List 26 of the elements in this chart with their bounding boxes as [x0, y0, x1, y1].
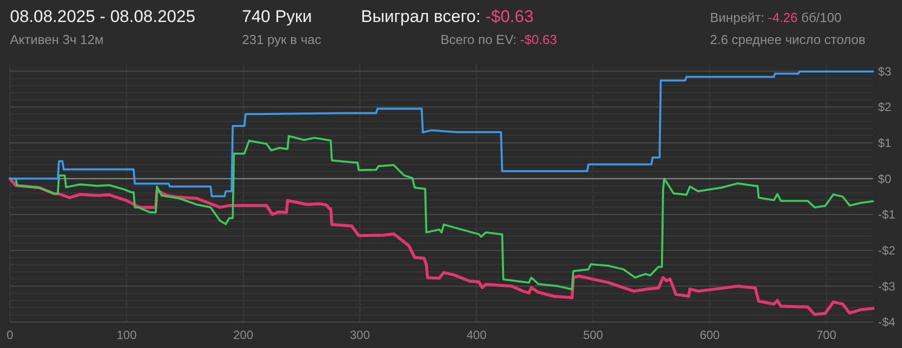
x-tick-label: 300: [350, 328, 370, 342]
x-tick-label: 700: [816, 328, 837, 342]
y-tick-label: -$4: [878, 315, 896, 330]
x-tick-label: 0: [6, 328, 14, 342]
x-tick-label: 200: [233, 328, 254, 342]
x-tick-label: 500: [583, 328, 604, 342]
line-series: [9, 70, 874, 198]
x-tick-label: 600: [700, 328, 720, 342]
line-series: [8, 177, 874, 316]
text: Выиграл всего: -$0.63: [361, 7, 534, 26]
y-tick-label: $0: [878, 172, 892, 186]
chart-title: 08.08.2025 - 08.08.2025: [10, 7, 196, 26]
text: Винрейт: -4.26 бб/100: [710, 10, 842, 25]
text: 740 Руки: [242, 7, 312, 26]
x-tick-label: 400: [466, 328, 487, 342]
y-tick-label: $3: [878, 64, 892, 78]
y-tick-label: -$1: [878, 208, 896, 222]
y-tick-label: -$3: [878, 279, 896, 294]
x-tick-label: 100: [116, 328, 137, 342]
text: Активен 3ч 12м: [10, 32, 104, 47]
text: 231 рук в час: [242, 32, 322, 47]
y-tick-label: $1: [878, 136, 892, 150]
text: 2.6 среднее число столов: [710, 32, 866, 47]
text: Всего по EV: -$0.63: [440, 32, 557, 47]
y-tick-label: $2: [878, 100, 892, 114]
y-tick-label: -$2: [878, 244, 896, 258]
